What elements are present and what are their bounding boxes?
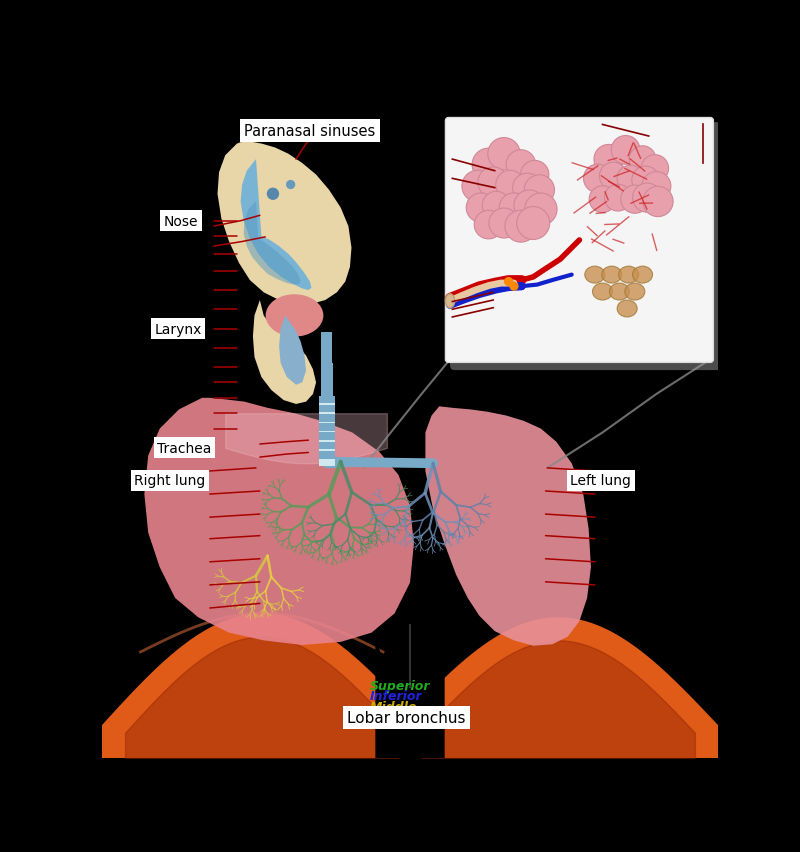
Ellipse shape	[625, 284, 645, 301]
Circle shape	[605, 185, 631, 212]
Circle shape	[462, 171, 494, 203]
Bar	[319, 442, 334, 450]
Polygon shape	[241, 160, 311, 291]
Polygon shape	[253, 301, 316, 405]
Bar	[319, 433, 334, 440]
Text: Paranasal sinuses: Paranasal sinuses	[244, 124, 375, 139]
Circle shape	[478, 168, 509, 199]
FancyBboxPatch shape	[446, 118, 714, 363]
Circle shape	[505, 210, 537, 243]
Ellipse shape	[266, 295, 323, 337]
Text: Superior: Superior	[370, 679, 430, 692]
Circle shape	[583, 164, 612, 193]
Circle shape	[611, 136, 640, 165]
Circle shape	[514, 191, 545, 222]
Circle shape	[474, 211, 503, 239]
Circle shape	[642, 187, 673, 217]
Polygon shape	[218, 142, 351, 304]
Text: Lobar bronchus: Lobar bronchus	[347, 710, 466, 725]
Circle shape	[641, 155, 669, 183]
Polygon shape	[426, 406, 591, 646]
Text: Left lung: Left lung	[570, 474, 631, 487]
Bar	[319, 406, 334, 413]
Text: Larynx: Larynx	[154, 322, 202, 337]
Polygon shape	[279, 316, 306, 385]
Ellipse shape	[610, 284, 630, 301]
Ellipse shape	[602, 267, 622, 284]
Ellipse shape	[633, 267, 653, 284]
Circle shape	[517, 207, 550, 240]
Circle shape	[599, 163, 627, 191]
Bar	[319, 452, 334, 459]
Bar	[319, 431, 334, 439]
Ellipse shape	[593, 284, 613, 301]
Circle shape	[472, 149, 505, 181]
Circle shape	[630, 147, 656, 173]
Circle shape	[496, 171, 525, 199]
Ellipse shape	[618, 267, 638, 284]
Bar	[319, 450, 334, 458]
Circle shape	[506, 151, 536, 180]
Circle shape	[633, 184, 662, 213]
Text: Inferior: Inferior	[370, 689, 422, 703]
Circle shape	[589, 187, 616, 213]
Text: Right lung: Right lung	[134, 474, 206, 487]
Bar	[319, 396, 334, 404]
Bar	[322, 333, 332, 364]
Bar	[319, 423, 334, 430]
Text: Trachea: Trachea	[158, 441, 212, 455]
Ellipse shape	[617, 301, 637, 318]
Circle shape	[621, 186, 649, 214]
Bar	[321, 364, 333, 404]
Polygon shape	[102, 613, 422, 758]
Circle shape	[594, 145, 623, 175]
Circle shape	[488, 138, 520, 170]
Circle shape	[499, 193, 529, 223]
Polygon shape	[244, 202, 301, 285]
Polygon shape	[398, 618, 718, 758]
Circle shape	[466, 193, 495, 223]
Circle shape	[617, 166, 643, 193]
Text: Middle: Middle	[370, 700, 418, 713]
Circle shape	[524, 176, 554, 206]
Bar	[319, 459, 334, 467]
FancyBboxPatch shape	[450, 123, 721, 371]
Circle shape	[513, 174, 542, 203]
Circle shape	[266, 188, 279, 201]
Bar	[319, 404, 334, 412]
Circle shape	[482, 192, 510, 220]
Circle shape	[521, 161, 549, 189]
Text: Nose: Nose	[163, 215, 198, 228]
Circle shape	[489, 209, 519, 239]
Circle shape	[525, 193, 557, 226]
Circle shape	[286, 181, 295, 190]
Bar	[319, 423, 334, 431]
Bar	[319, 440, 334, 448]
Bar	[319, 414, 334, 423]
Circle shape	[510, 282, 518, 291]
Bar	[319, 413, 334, 421]
Circle shape	[642, 172, 671, 201]
Ellipse shape	[446, 295, 454, 308]
Polygon shape	[144, 399, 414, 645]
Circle shape	[504, 278, 513, 287]
Polygon shape	[375, 636, 445, 758]
Circle shape	[632, 167, 659, 194]
Ellipse shape	[585, 267, 605, 284]
